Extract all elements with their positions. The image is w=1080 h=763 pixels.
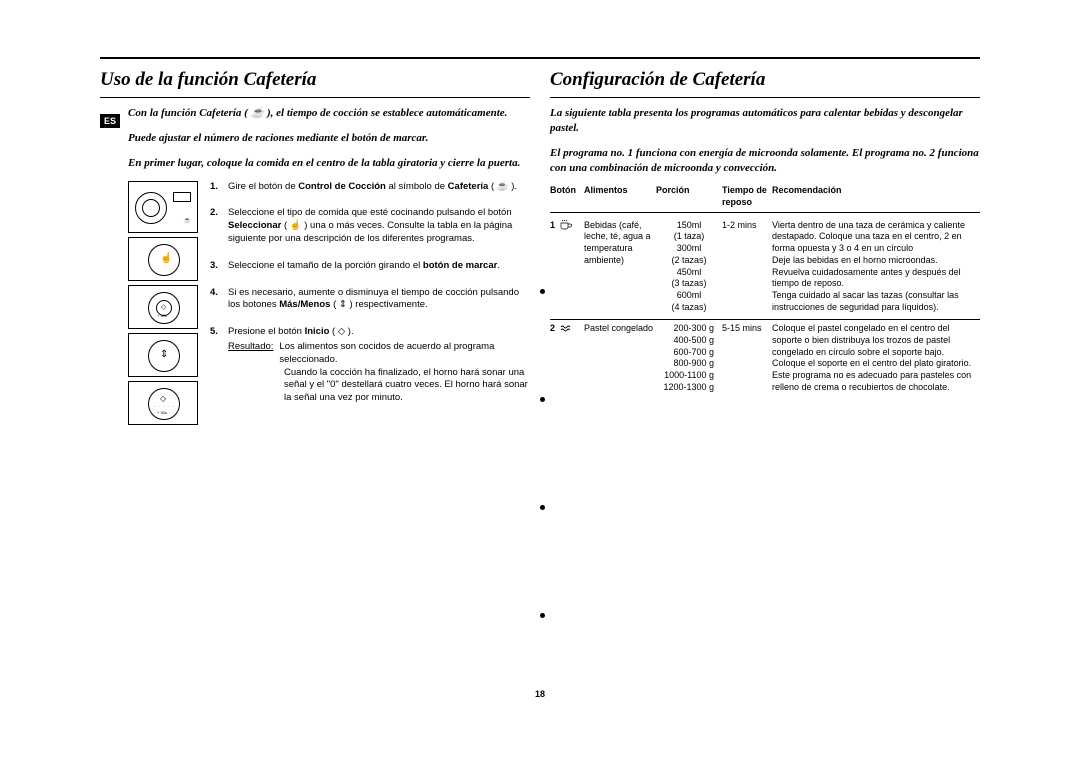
- table-row: 1 Bebidas (café, leche, té, agua a tempe…: [550, 217, 980, 321]
- col-tiempo: Tiempo de reposo: [722, 185, 772, 208]
- step-2: 2. Seleccione el tipo de comida que esté…: [210, 207, 530, 245]
- page-number: 18: [100, 689, 980, 699]
- right-column: Configuración de Cafetería La siguiente …: [550, 59, 980, 399]
- illustration-column: ☕ ☝ ◇ + 30s ⇕ ◇: [128, 181, 198, 429]
- table-header: Botón Alimentos Porción Tiempo de reposo…: [550, 185, 980, 212]
- cell-tiempo: 1-2 mins: [722, 220, 772, 314]
- cell-porcion: 150ml (1 taza) 300ml (2 tazas) 450ml (3 …: [656, 220, 722, 314]
- col-porcion: Porción: [656, 185, 722, 208]
- cell-boton: 1: [550, 220, 584, 314]
- illus-start: ◇ · · · · · + 30s: [128, 381, 198, 425]
- cell-alimentos: Pastel congelado: [584, 323, 656, 393]
- step-5: 5. Presione el botón Inicio ( ◇ ). Resul…: [210, 326, 530, 405]
- result-line: Resultado: Los alimentos son cocidos de …: [228, 341, 530, 367]
- result-text: Los alimentos son cocidos de acuerdo al …: [279, 341, 530, 367]
- step-num: 3.: [210, 260, 228, 273]
- col-recomendacion: Recomendación: [772, 185, 980, 208]
- cell-alimentos: Bebidas (café, leche, té, agua a tempera…: [584, 220, 656, 314]
- table-row: 2 Pastel congelado 200-300 g 400-500 g 6…: [550, 320, 980, 399]
- cell-porcion: 200-300 g 400-500 g 600-700 g 800-900 g …: [656, 323, 722, 393]
- step-num: 5.: [210, 326, 228, 405]
- step-3: 3. Seleccione el tamaño de la porción gi…: [210, 260, 530, 273]
- steps-list: 1. Gire el botón de Control de Cocción a…: [210, 181, 530, 406]
- left-intro-3: En primer lugar, coloque la comida en el…: [128, 156, 530, 171]
- left-column: Uso de la función Cafetería ES Con la fu…: [100, 59, 530, 419]
- left-heading: Uso de la función Cafetería: [100, 69, 530, 91]
- cup-icon: [560, 220, 572, 230]
- lang-badge: ES: [100, 114, 120, 128]
- col-alimentos: Alimentos: [584, 185, 656, 208]
- left-intro-1: Con la función Cafetería ( ☕ ), el tiemp…: [128, 106, 530, 121]
- left-intro-2: Puede ajustar el número de raciones medi…: [128, 131, 530, 146]
- cell-tiempo: 5-15 mins: [722, 323, 772, 393]
- illus-more-less: ⇕: [128, 333, 198, 377]
- step-4: 4. Si es necesario, aumente o disminuya …: [210, 287, 530, 313]
- rule: [100, 97, 530, 98]
- cell-recomendacion: Vierta dentro de una taza de cerámica y …: [772, 220, 980, 314]
- right-intro-1: La siguiente tabla presenta los programa…: [550, 106, 980, 136]
- col-boton: Botón: [550, 185, 584, 208]
- step-text: Presione el botón Inicio ( ◇ ). Resultad…: [228, 326, 530, 405]
- step-text: Si es necesario, aumente o disminuya el …: [228, 287, 530, 313]
- illus-portion-dial: ◇ + 30s: [128, 285, 198, 329]
- illus-select: ☝: [128, 237, 198, 281]
- wave-icon: [560, 324, 572, 334]
- result-sub: Cuando la cocción ha finalizado, el horn…: [284, 367, 530, 405]
- step-text: Seleccione el tamaño de la porción giran…: [228, 260, 530, 273]
- rule: [550, 97, 980, 98]
- illus-control-dial: ☕: [128, 181, 198, 233]
- result-label: Resultado:: [228, 341, 273, 367]
- step-1: 1. Gire el botón de Control de Cocción a…: [210, 181, 530, 194]
- step-text: Gire el botón de Control de Cocción al s…: [228, 181, 530, 194]
- programs-table: Botón Alimentos Porción Tiempo de reposo…: [550, 185, 980, 399]
- cell-boton: 2: [550, 323, 584, 393]
- right-intro-2: El programa no. 1 funciona con energía d…: [550, 146, 980, 176]
- right-heading: Configuración de Cafetería: [550, 69, 980, 91]
- step-text: Seleccione el tipo de comida que esté co…: [228, 207, 530, 245]
- left-body: ☕ ☝ ◇ + 30s ⇕ ◇: [100, 181, 530, 406]
- step-num: 1.: [210, 181, 228, 194]
- step-num: 4.: [210, 287, 228, 313]
- cell-recomendacion: Coloque el pastel congelado en el centro…: [772, 323, 980, 393]
- step-num: 2.: [210, 207, 228, 245]
